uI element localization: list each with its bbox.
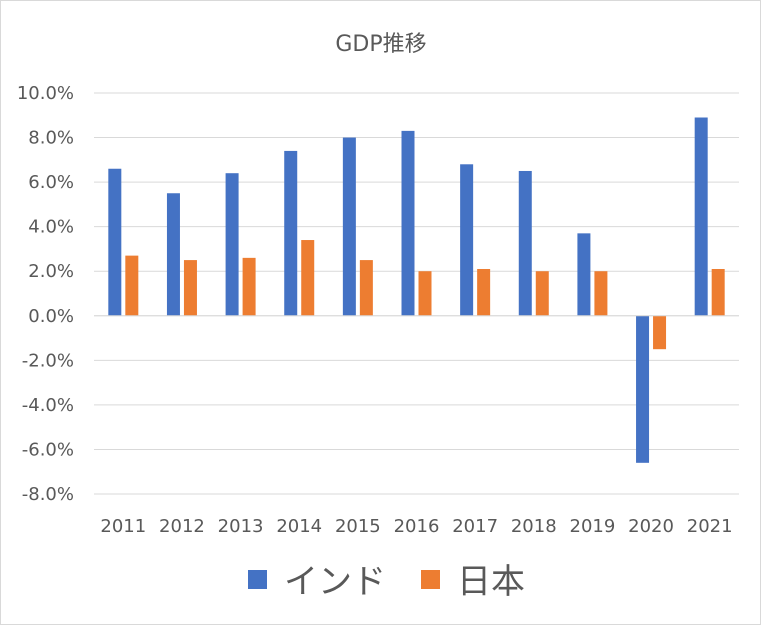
bar-japan-2018: [535, 271, 549, 316]
bar-japan-2019: [594, 271, 608, 316]
bar-india-2016: [401, 130, 415, 316]
bar-japan-2013: [242, 257, 256, 316]
x-tick-label: 2016: [394, 516, 440, 537]
bar-india-2021: [694, 117, 708, 316]
y-tick-label: 6.0%: [28, 172, 74, 193]
bar-india-2013: [225, 173, 239, 316]
legend-swatch-india: [248, 570, 267, 589]
y-axis-ticks: 10.0% 8.0% 6.0% 4.0% 2.0% 0.0% -2.0% -4.0% -6.0%…: [17, 83, 74, 505]
bar-india-2018: [518, 170, 532, 316]
y-tick-label: 4.0%: [28, 217, 74, 238]
y-tick-label: -8.0%: [22, 484, 74, 505]
bar-japan-2017: [477, 268, 491, 316]
legend-label-india: インド: [284, 562, 386, 602]
bar-japan-2015: [359, 260, 373, 316]
bar-japan-2021: [711, 268, 725, 316]
bar-india-2019: [577, 233, 591, 316]
x-tick-label: 2019: [570, 516, 616, 537]
y-tick-label: 10.0%: [17, 83, 74, 104]
bar-india-2017: [460, 164, 474, 316]
y-tick-label: 2.0%: [28, 261, 74, 282]
x-tick-label: 2018: [511, 516, 557, 537]
y-tick-label: -4.0%: [22, 395, 74, 416]
bar-japan-2012: [183, 260, 197, 316]
bars: [108, 117, 725, 463]
legend: インド 日本: [248, 562, 525, 602]
x-tick-label: 2020: [628, 516, 674, 537]
x-tick-label: 2013: [218, 516, 264, 537]
y-tick-label: 0.0%: [28, 306, 74, 327]
bar-japan-2014: [301, 240, 315, 316]
x-tick-label: 2017: [452, 516, 498, 537]
x-tick-label: 2012: [159, 516, 205, 537]
y-tick-label: -6.0%: [22, 439, 74, 460]
x-tick-label: 2015: [335, 516, 381, 537]
x-tick-label: 2014: [276, 516, 322, 537]
bar-japan-2020: [653, 315, 667, 350]
y-tick-label: 8.0%: [28, 128, 74, 149]
x-tick-label: 2021: [687, 516, 733, 537]
bar-japan-2016: [418, 271, 432, 316]
chart-title: GDP推移: [335, 32, 426, 57]
x-tick-label: 2011: [100, 516, 146, 537]
bar-india-2012: [166, 193, 180, 316]
bar-india-2014: [284, 150, 298, 316]
legend-swatch-japan: [421, 570, 440, 589]
bar-india-2011: [108, 168, 122, 316]
bar-india-2020: [636, 315, 650, 463]
bar-india-2015: [342, 137, 356, 316]
y-tick-label: -2.0%: [22, 350, 74, 371]
legend-label-japan: 日本: [457, 562, 525, 602]
x-axis-ticks: 2011 2012 2013 2014 2015 2016 2017 2018 2019 2020…: [100, 516, 732, 537]
bar-japan-2011: [125, 255, 139, 316]
